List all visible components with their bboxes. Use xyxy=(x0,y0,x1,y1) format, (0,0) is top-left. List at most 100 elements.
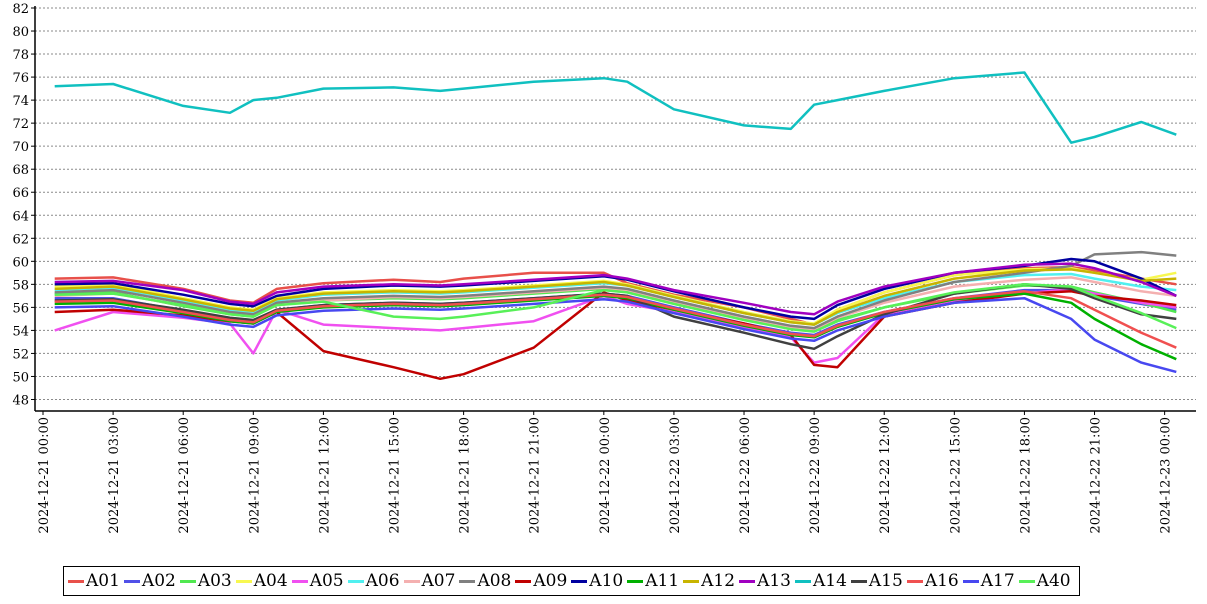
y-tick-label: 72 xyxy=(12,117,29,132)
legend-label: A15 xyxy=(868,571,903,591)
legend-label: A07 xyxy=(421,571,456,591)
y-tick-label: 78 xyxy=(12,48,29,63)
legend-label: A05 xyxy=(309,571,344,591)
x-tick-label: 2024-12-21 12:00 xyxy=(317,417,332,534)
y-tick-label: 60 xyxy=(12,255,29,270)
y-tick-label: 82 xyxy=(12,2,29,17)
x-tick-label: 2024-12-21 03:00 xyxy=(107,417,122,534)
x-tick-label: 2024-12-22 18:00 xyxy=(1018,417,1033,534)
y-tick-label: 48 xyxy=(12,393,29,408)
legend-swatch xyxy=(683,579,700,583)
legend-swatch xyxy=(347,579,364,583)
legend: A01 A02 A03 A04 A05 A06 A07 A08 A09 A10 A11 A12 A13 A… xyxy=(63,566,1080,596)
legend-swatch xyxy=(515,579,532,583)
legend-label: A09 xyxy=(533,571,568,591)
legend-label: A06 xyxy=(365,571,400,591)
legend-item-a03: A03 xyxy=(179,571,232,591)
legend-swatch xyxy=(235,579,252,583)
y-tick-label: 50 xyxy=(12,370,29,385)
y-tick-label: 58 xyxy=(12,278,29,293)
x-tick-label: 2024-12-21 09:00 xyxy=(247,417,262,534)
legend-item-a09: A09 xyxy=(515,571,567,591)
legend-item-a11: A11 xyxy=(627,571,679,591)
legend-label: A40 xyxy=(1036,571,1071,591)
y-tick-label: 68 xyxy=(12,163,29,178)
series-line-a17 xyxy=(54,296,1177,374)
y-tick-label: 80 xyxy=(12,25,29,40)
legend-label: A04 xyxy=(253,571,288,591)
legend-swatch xyxy=(571,579,588,583)
y-tick-label: 76 xyxy=(12,71,29,86)
legend-swatch xyxy=(962,579,979,583)
legend-item-a15: A15 xyxy=(850,571,903,591)
legend-swatch xyxy=(850,579,867,583)
y-tick-label: 74 xyxy=(12,94,29,109)
y-tick-label: 52 xyxy=(12,347,29,362)
x-tick-label: 2024-12-22 09:00 xyxy=(808,417,823,534)
x-tick-label: 2024-12-21 06:00 xyxy=(177,417,192,534)
y-tick-label: 66 xyxy=(12,186,29,201)
legend-item-a40: A40 xyxy=(1018,571,1071,591)
legend-item-a08: A08 xyxy=(459,571,511,591)
x-tick-label: 2024-12-22 03:00 xyxy=(668,417,683,534)
legend-label: A11 xyxy=(645,571,680,591)
series-line-a13 xyxy=(54,262,1177,316)
legend-label: A17 xyxy=(980,571,1015,591)
legend-swatch xyxy=(403,579,420,583)
legend-item-a10: A10 xyxy=(571,571,623,591)
gridlines xyxy=(35,7,1196,400)
legend-label: A14 xyxy=(812,571,847,591)
x-tick-label: 2024-12-21 18:00 xyxy=(458,417,473,534)
legend-label: A16 xyxy=(924,571,959,591)
x-tick-label: 2024-12-22 00:00 xyxy=(598,417,613,534)
y-tick-label: 62 xyxy=(12,232,29,247)
legend-swatch xyxy=(123,579,140,583)
legend-swatch xyxy=(794,579,811,583)
legend-item-a04: A04 xyxy=(235,571,288,591)
x-tick-label: 2024-12-21 00:00 xyxy=(37,417,52,534)
series-line-a08 xyxy=(54,250,1177,330)
legend-label: A01 xyxy=(86,571,120,591)
legend-item-a13: A13 xyxy=(739,571,791,591)
x-tick-label: 2024-12-23 00:00 xyxy=(1159,417,1174,534)
x-tick-label: 2024-12-22 06:00 xyxy=(738,417,753,534)
y-tick-label: 56 xyxy=(12,301,29,316)
legend-swatch xyxy=(459,579,476,583)
legend-item-a14: A14 xyxy=(794,571,847,591)
x-tick-label: 2024-12-21 15:00 xyxy=(388,417,403,534)
legend-item-a16: A16 xyxy=(906,571,959,591)
series-line-a14 xyxy=(54,71,1177,144)
series-line-a09 xyxy=(54,290,1177,381)
series-line-a12 xyxy=(54,268,1177,326)
legend-label: A10 xyxy=(589,571,624,591)
y-tick-label: 54 xyxy=(12,324,29,339)
legend-swatch xyxy=(627,579,644,583)
legend-label: A12 xyxy=(701,571,736,591)
legend-label: A02 xyxy=(141,571,176,591)
legend-swatch xyxy=(906,579,923,583)
legend-item-a06: A06 xyxy=(347,571,400,591)
x-tick-label: 2024-12-22 21:00 xyxy=(1089,417,1104,534)
series-lines xyxy=(54,71,1177,381)
axes: 48 50 52 54 56 58 60 62 64 66 68 70 72 74 76 78 80 82 2024… xyxy=(12,2,1196,534)
x-tick-label: 2024-12-22 12:00 xyxy=(878,417,893,534)
y-tick-label: 70 xyxy=(12,140,29,155)
legend-item-a07: A07 xyxy=(403,571,456,591)
legend-swatch xyxy=(179,579,196,583)
legend-item-a12: A12 xyxy=(683,571,735,591)
legend-swatch xyxy=(739,579,756,583)
series-line-a16 xyxy=(54,290,1177,349)
legend-item-a05: A05 xyxy=(291,571,344,591)
legend-swatch xyxy=(1018,579,1035,583)
y-tick-label: 64 xyxy=(12,209,29,224)
x-tick-label: 2024-12-21 21:00 xyxy=(528,417,543,534)
legend-swatch xyxy=(68,579,84,583)
legend-label: A03 xyxy=(197,571,232,591)
legend-swatch xyxy=(291,579,308,583)
x-tick-label: 2024-12-22 15:00 xyxy=(948,417,963,534)
legend-label: A13 xyxy=(757,571,791,591)
legend-item-a02: A02 xyxy=(123,571,176,591)
series-line-a40 xyxy=(54,283,1177,333)
